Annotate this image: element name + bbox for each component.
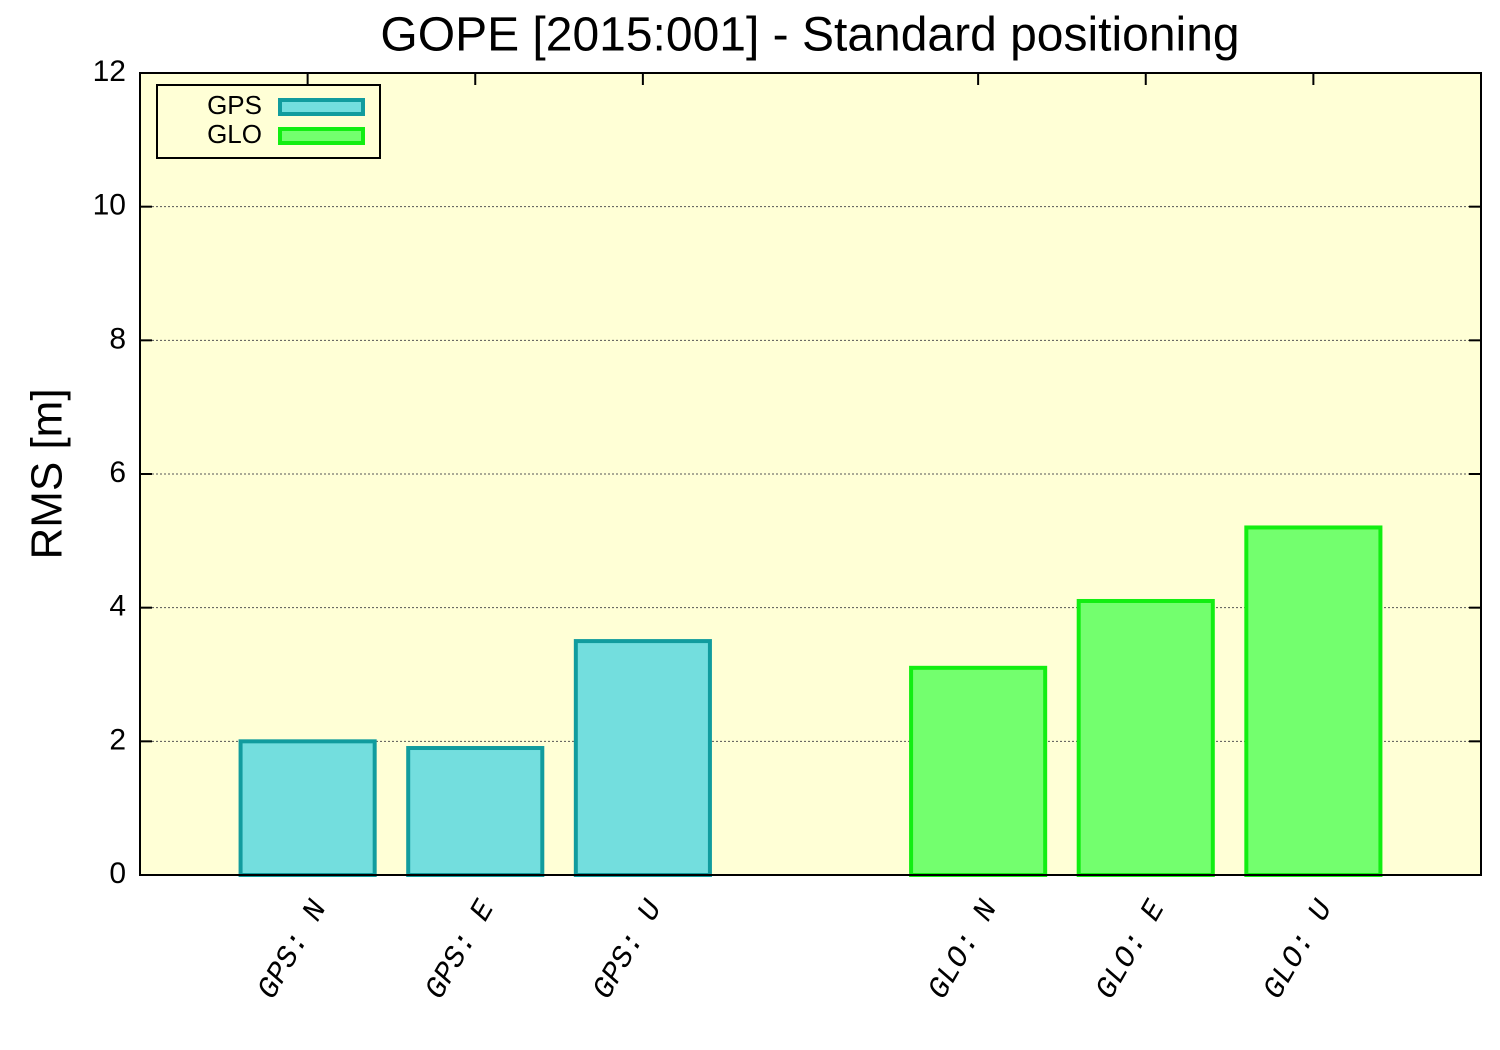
plot-frame (139, 72, 1482, 876)
x-tick-label: GPS: E (419, 894, 503, 1005)
bar (1244, 525, 1383, 877)
legend-label: GLO (207, 119, 262, 149)
bar (1076, 598, 1215, 877)
bar (238, 739, 377, 877)
chart-title: GOPE [2015:001] - Standard positioning (380, 9, 1239, 62)
x-tick-label: GPS: U (587, 894, 671, 1005)
y-axis-label: RMS [m] (23, 388, 72, 559)
y-tick-label: 2 (109, 723, 126, 756)
x-tick-label: GLO: N (922, 895, 1005, 1006)
x-tick-label: GLO: E (1090, 894, 1174, 1005)
y-tick-label: 10 (93, 189, 126, 222)
legend-swatch (278, 127, 365, 145)
legend-box (156, 84, 381, 159)
legend-swatch (278, 98, 365, 116)
y-tick-label: 8 (109, 322, 126, 355)
y-tick-label: 6 (109, 456, 126, 489)
bar (406, 746, 545, 877)
bar (909, 665, 1048, 877)
x-tick-label: GPS: N (252, 895, 335, 1006)
y-tick-label: 4 (109, 590, 126, 623)
x-tick-label: GLO: U (1257, 894, 1341, 1005)
bar (573, 639, 712, 877)
y-tick-label: 0 (109, 857, 126, 890)
y-tick-label: 12 (93, 55, 126, 88)
legend-label: GPS (207, 90, 262, 120)
